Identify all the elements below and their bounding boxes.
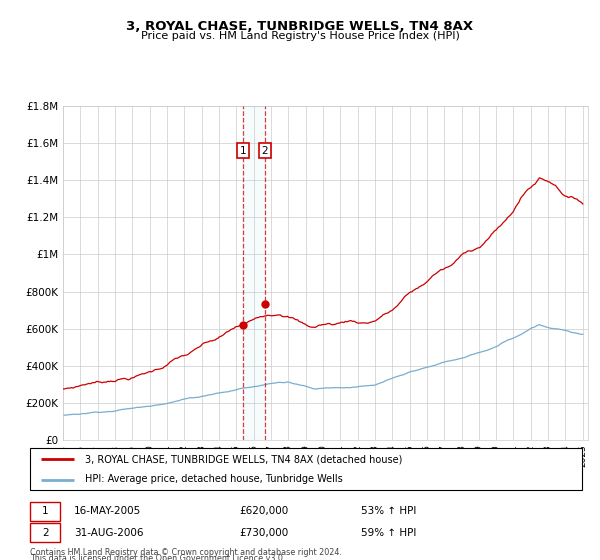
- Text: 2: 2: [262, 146, 268, 156]
- FancyBboxPatch shape: [30, 523, 61, 542]
- Text: 1: 1: [239, 146, 246, 156]
- Text: 2: 2: [42, 528, 49, 538]
- Text: 31-AUG-2006: 31-AUG-2006: [74, 528, 143, 538]
- Text: HPI: Average price, detached house, Tunbridge Wells: HPI: Average price, detached house, Tunb…: [85, 474, 343, 484]
- Text: Price paid vs. HM Land Registry's House Price Index (HPI): Price paid vs. HM Land Registry's House …: [140, 31, 460, 41]
- FancyBboxPatch shape: [30, 448, 582, 490]
- Text: £620,000: £620,000: [240, 506, 289, 516]
- Text: 59% ↑ HPI: 59% ↑ HPI: [361, 528, 416, 538]
- Text: 16-MAY-2005: 16-MAY-2005: [74, 506, 142, 516]
- Text: 3, ROYAL CHASE, TUNBRIDGE WELLS, TN4 8AX (detached house): 3, ROYAL CHASE, TUNBRIDGE WELLS, TN4 8AX…: [85, 454, 403, 464]
- Text: Contains HM Land Registry data © Crown copyright and database right 2024.: Contains HM Land Registry data © Crown c…: [30, 548, 342, 557]
- Bar: [242, 106, 265, 440]
- Text: 1: 1: [42, 506, 49, 516]
- Text: This data is licensed under the Open Government Licence v3.0.: This data is licensed under the Open Gov…: [30, 554, 286, 560]
- Text: £730,000: £730,000: [240, 528, 289, 538]
- Text: 3, ROYAL CHASE, TUNBRIDGE WELLS, TN4 8AX: 3, ROYAL CHASE, TUNBRIDGE WELLS, TN4 8AX: [127, 20, 473, 32]
- Text: 53% ↑ HPI: 53% ↑ HPI: [361, 506, 416, 516]
- FancyBboxPatch shape: [30, 502, 61, 521]
